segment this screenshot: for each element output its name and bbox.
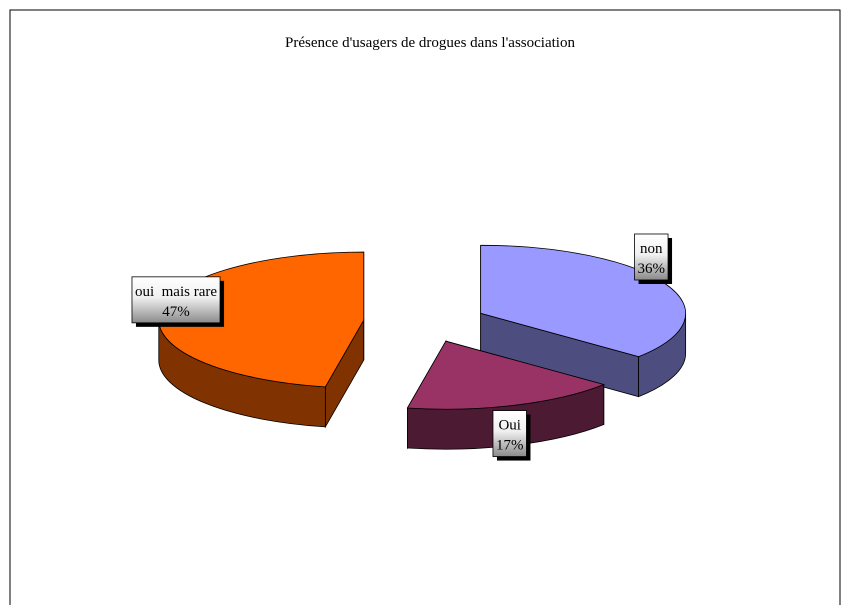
chart-title: Présence d'usagers de drogues dans l'ass… xyxy=(285,35,575,51)
label-box xyxy=(131,276,221,324)
label-category: non xyxy=(640,241,663,257)
slice-top xyxy=(406,340,606,410)
label-value: 47% xyxy=(162,304,190,320)
chart-frame xyxy=(9,9,841,605)
label-box xyxy=(492,410,527,457)
label-value: 36% xyxy=(638,261,666,277)
label-box xyxy=(634,233,669,281)
label-category: Oui xyxy=(498,418,521,434)
data-label: Oui 17% xyxy=(492,410,531,461)
data-label: oui mais rare 47% xyxy=(131,276,225,327)
data-label: non 36% xyxy=(634,233,673,284)
label-value: 17% xyxy=(496,438,524,454)
label-category: oui mais rare xyxy=(135,284,217,300)
